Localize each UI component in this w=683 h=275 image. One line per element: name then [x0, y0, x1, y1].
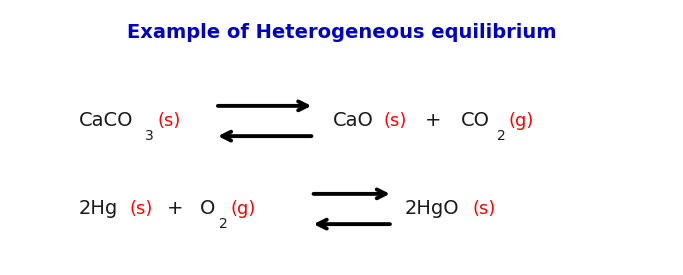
Text: 3: 3 — [145, 129, 154, 143]
Text: 2HgO: 2HgO — [404, 199, 459, 219]
Text: (s): (s) — [384, 112, 407, 130]
Text: 2: 2 — [497, 129, 505, 143]
Text: CO: CO — [461, 111, 490, 131]
Text: (s): (s) — [158, 112, 181, 130]
Text: 2Hg: 2Hg — [79, 199, 117, 219]
Text: O: O — [199, 199, 215, 219]
Text: (g): (g) — [508, 112, 533, 130]
Text: (g): (g) — [230, 200, 255, 218]
Text: +: + — [167, 199, 184, 219]
Text: (s): (s) — [129, 200, 152, 218]
Text: CaO: CaO — [333, 111, 374, 131]
Text: 2: 2 — [219, 217, 227, 231]
Text: (s): (s) — [473, 200, 496, 218]
Text: Example of Heterogeneous equilibrium: Example of Heterogeneous equilibrium — [127, 23, 556, 43]
Text: CaCO: CaCO — [79, 111, 133, 131]
Text: +: + — [425, 111, 441, 131]
